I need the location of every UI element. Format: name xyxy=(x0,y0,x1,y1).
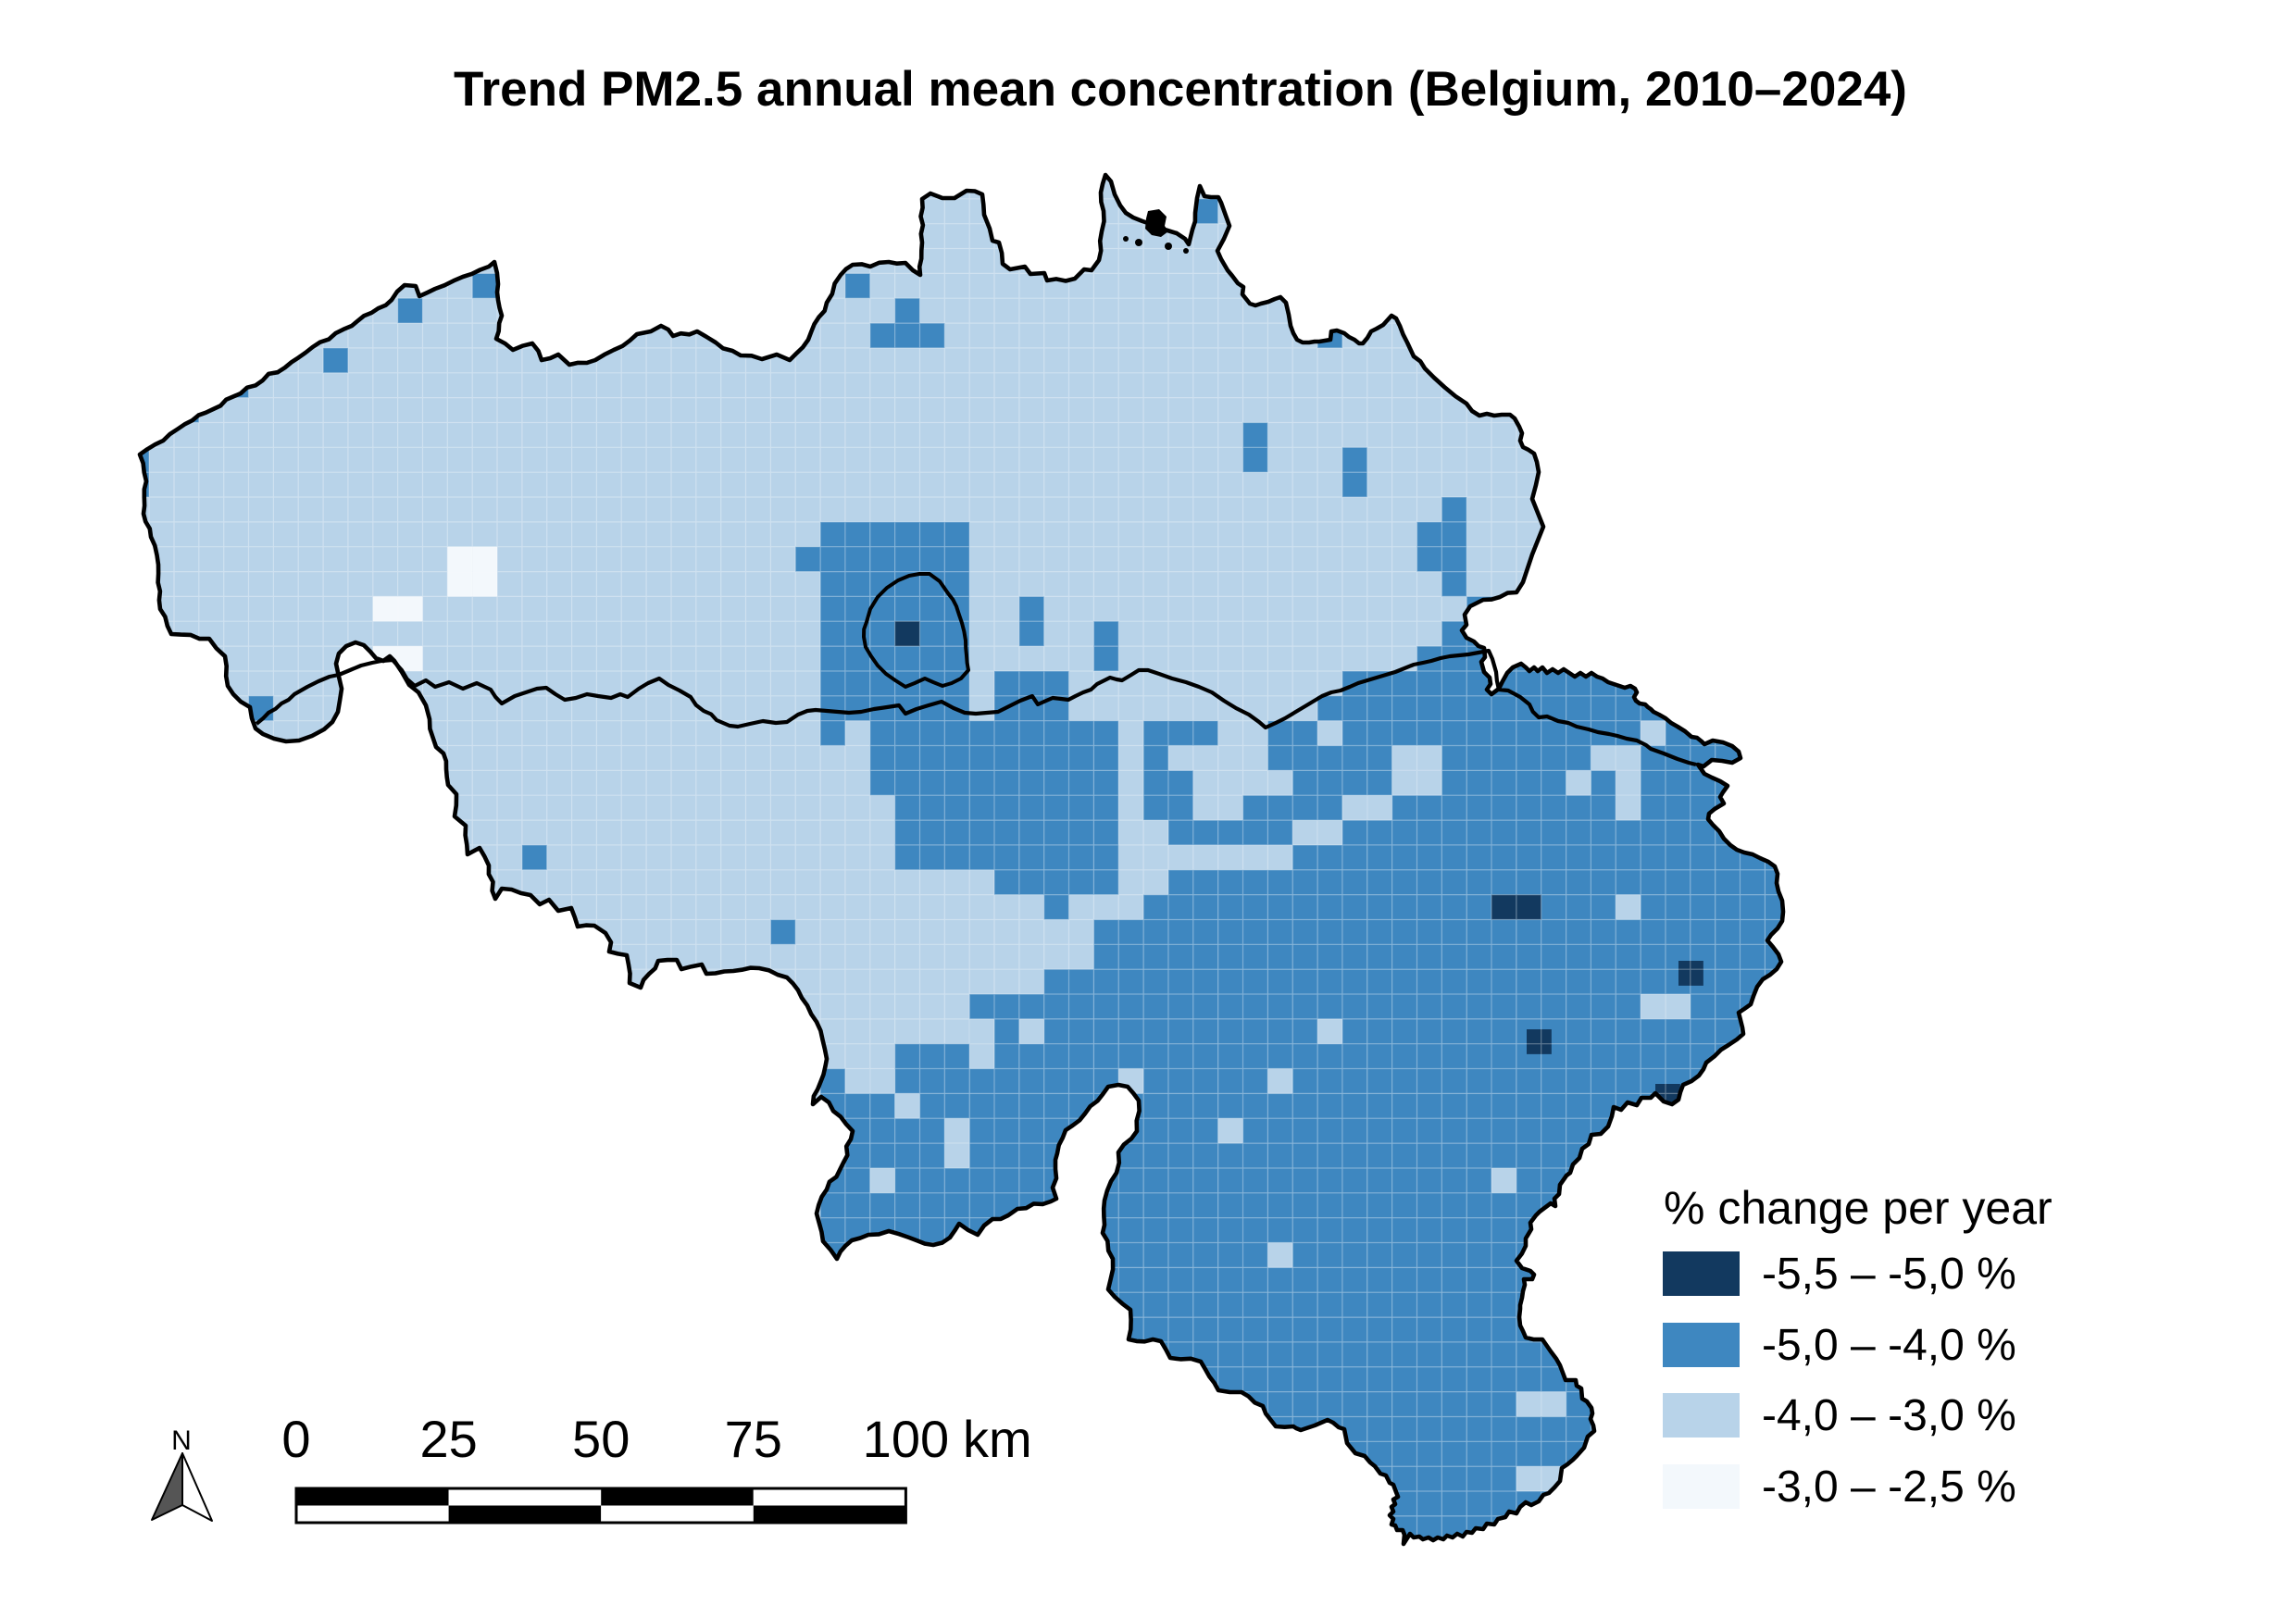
svg-text:-5,0 – -4,0 %: -5,0 – -4,0 % xyxy=(1762,1321,2016,1370)
svg-text:-3,0 – -2,5 %: -3,0 – -2,5 % xyxy=(1762,1462,2016,1512)
svg-text:100: 100 xyxy=(863,1410,949,1468)
svg-text:-5,5 – -5,0 %: -5,5 – -5,0 % xyxy=(1762,1250,2016,1299)
svg-text:75: 75 xyxy=(725,1410,782,1468)
svg-text:N: N xyxy=(171,1425,192,1456)
svg-text:25: 25 xyxy=(419,1410,477,1468)
svg-text:50: 50 xyxy=(572,1410,630,1468)
svg-text:0: 0 xyxy=(281,1410,310,1468)
svg-text:-4,0 – -3,0 %: -4,0 – -3,0 % xyxy=(1762,1391,2016,1440)
svg-text:km: km xyxy=(963,1410,1032,1468)
svg-text:Trend PM2.5 annual mean concen: Trend PM2.5 annual mean concentration (B… xyxy=(454,62,1907,117)
svg-text:% change per year: % change per year xyxy=(1664,1182,2053,1234)
